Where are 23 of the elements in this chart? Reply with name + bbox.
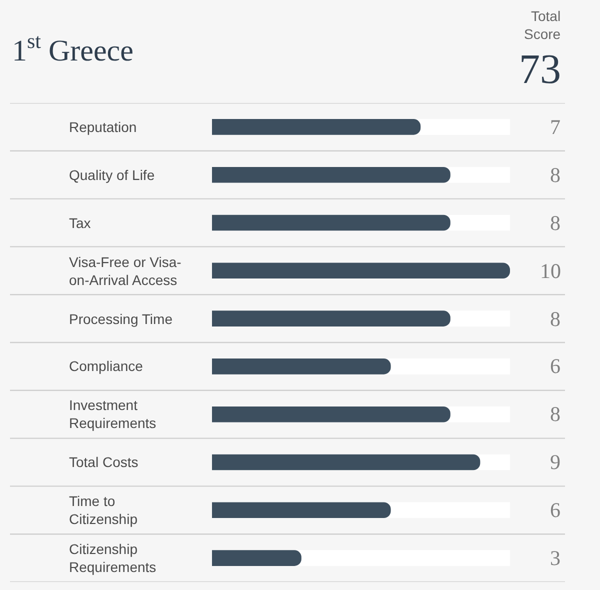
data-label: 6 bbox=[550, 354, 560, 378]
chart-title: 1$^{st}$ Greece bbox=[12, 28, 134, 68]
y-tick-label: Quality of Life bbox=[69, 167, 155, 183]
y-tick-label: Total Costs bbox=[69, 454, 138, 470]
data-label: 8 bbox=[550, 211, 560, 235]
data-label: 8 bbox=[550, 402, 560, 426]
data-label: 8 bbox=[550, 163, 560, 187]
y-tick-label: Reputation bbox=[69, 119, 137, 135]
y-tick-label: Investment Requirements bbox=[69, 397, 156, 432]
y-tick-label: Time to Citizenship bbox=[69, 493, 138, 528]
text: 73 bbox=[519, 47, 561, 93]
y-tick-label: Visa-Free or Visa- on-Arrival Access bbox=[69, 254, 182, 288]
y-tick-label: Tax bbox=[69, 215, 91, 231]
y-tick-label: Compliance bbox=[69, 358, 144, 374]
data-label: 10 bbox=[540, 259, 561, 283]
data-label: 9 bbox=[550, 450, 560, 474]
y-tick-label: Citizenship Requirements bbox=[69, 541, 156, 576]
y-tick-label: Processing Time bbox=[69, 311, 173, 327]
text: Total Score bbox=[524, 8, 561, 42]
data-label: 8 bbox=[550, 307, 560, 331]
data-label: 6 bbox=[550, 498, 560, 522]
data-label: 7 bbox=[550, 115, 560, 139]
data-label: 3 bbox=[550, 546, 560, 570]
